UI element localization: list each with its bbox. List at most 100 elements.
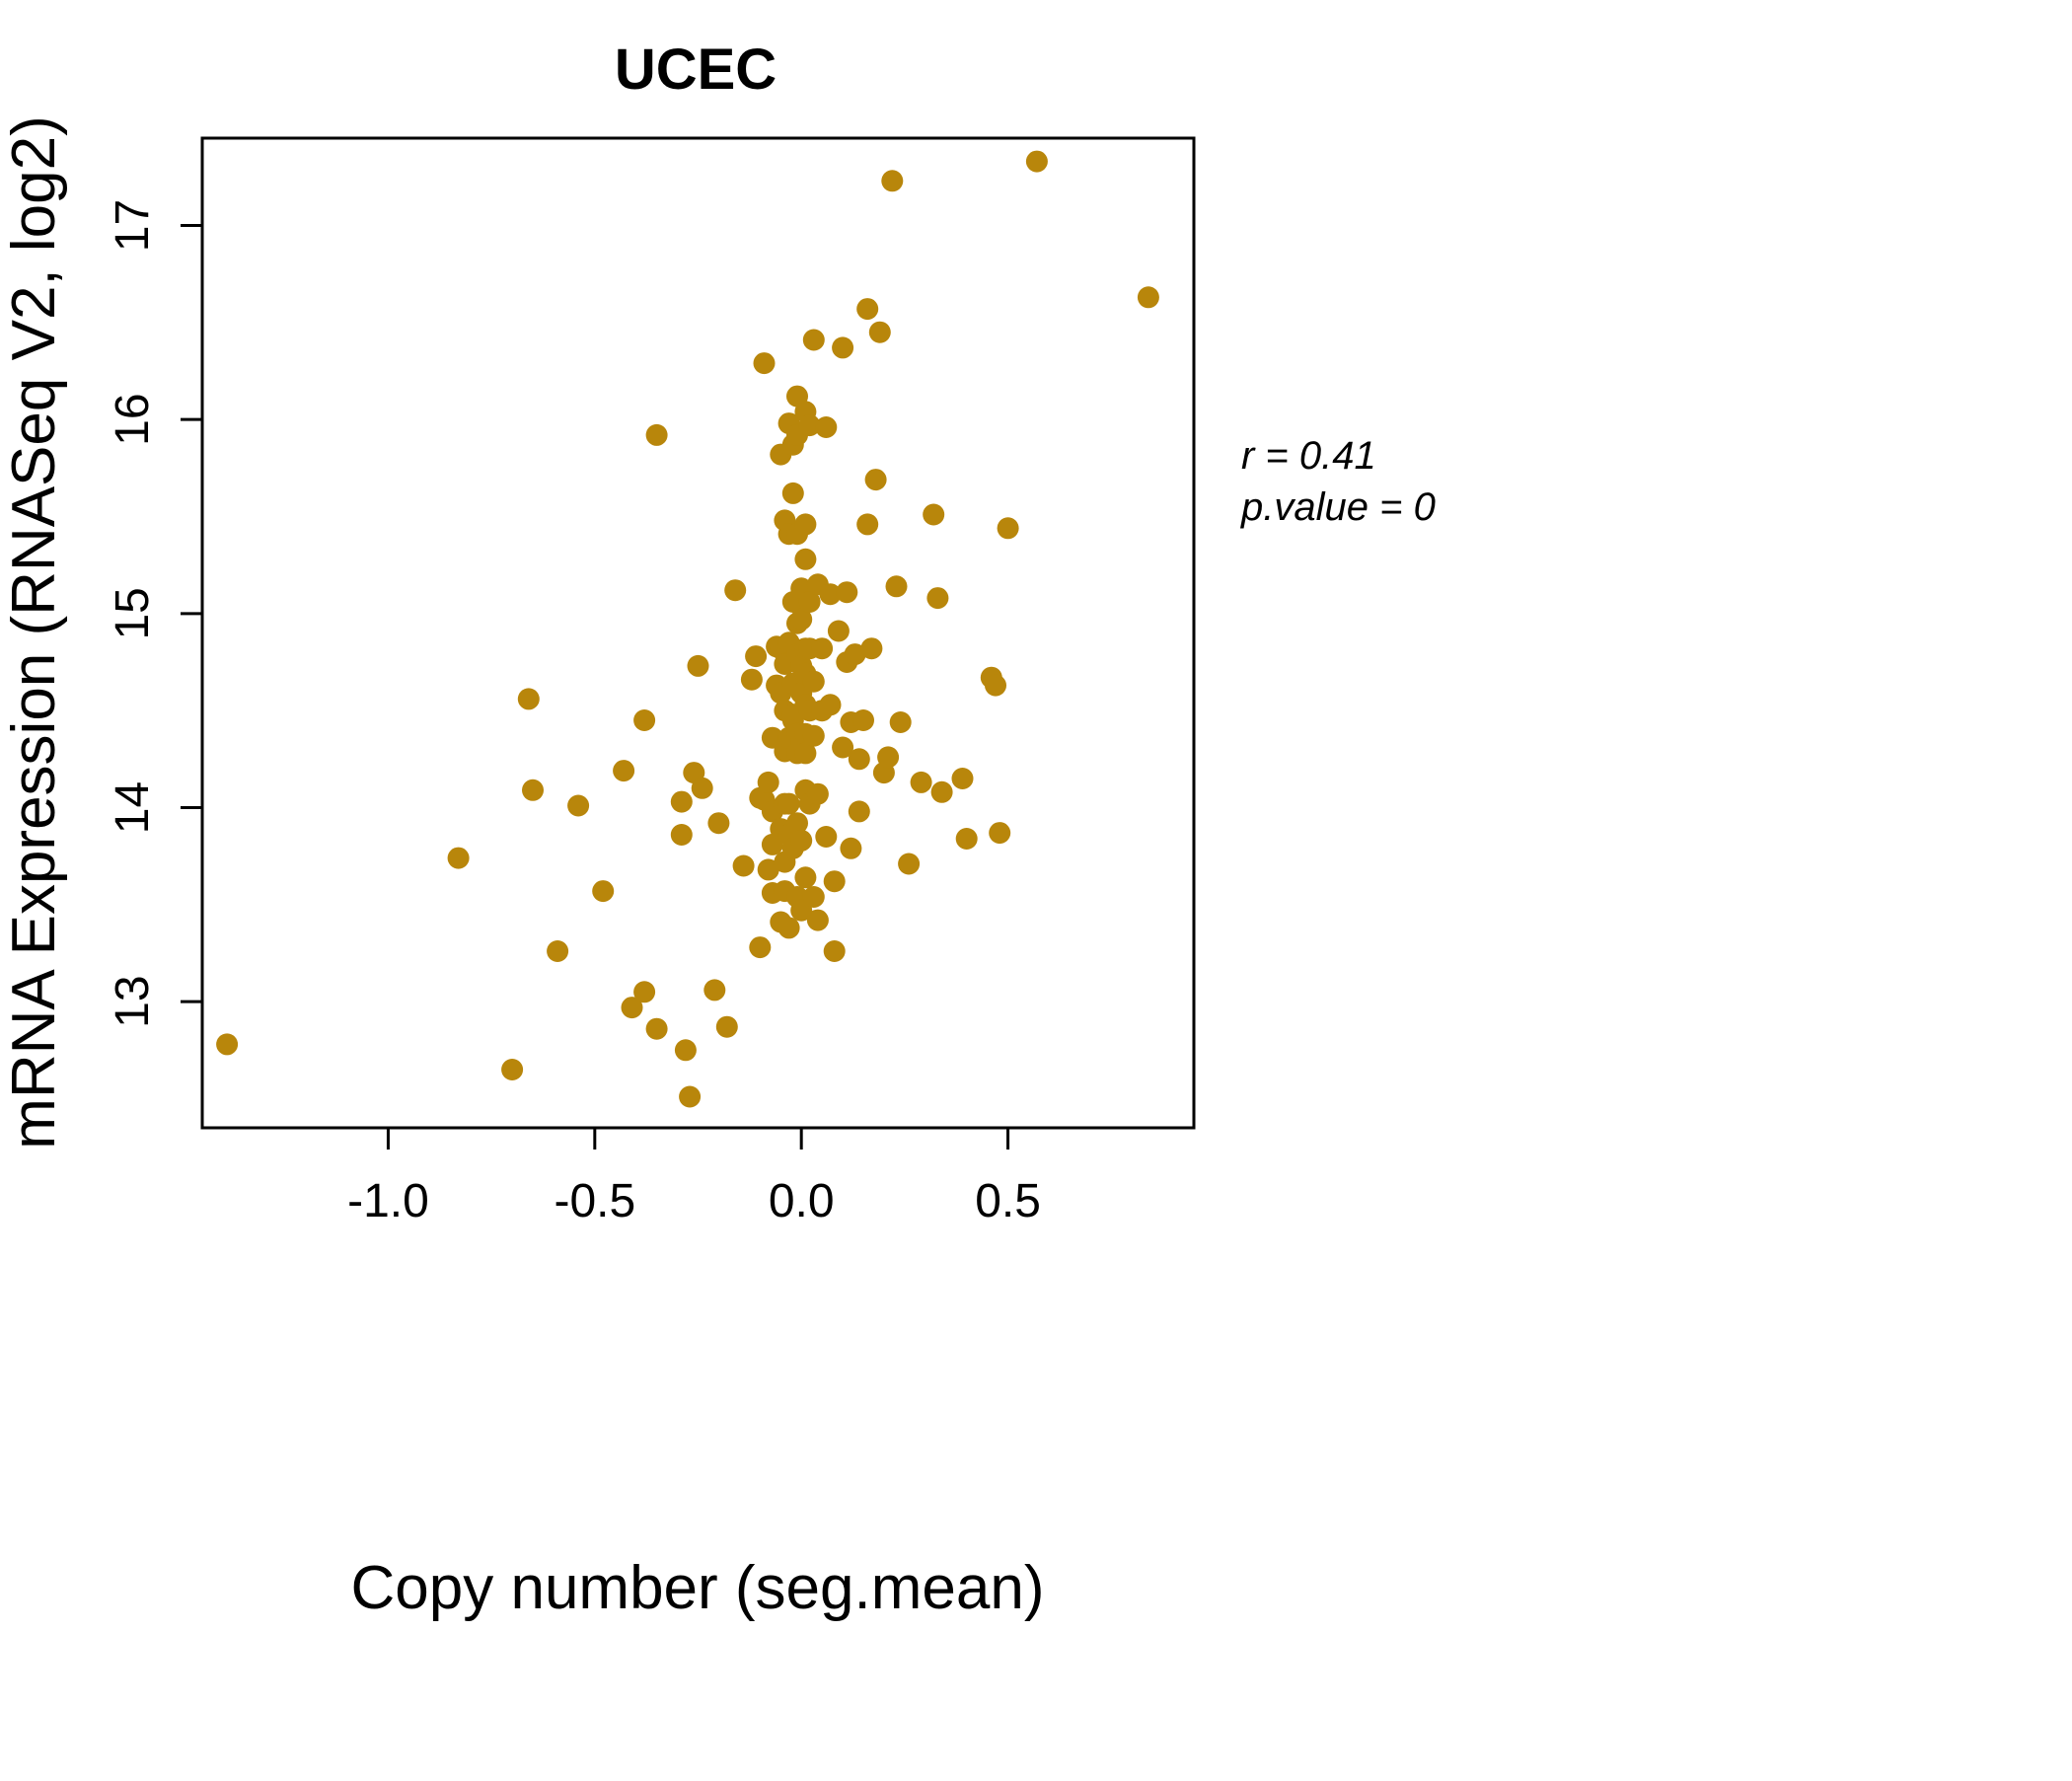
- scatter-point: [836, 581, 858, 604]
- y-axis-label: mRNA Expression (RNASeq V2, log2): [0, 115, 68, 1150]
- scatter-point: [216, 1033, 239, 1056]
- scatter-point: [794, 742, 817, 765]
- scatter-point: [877, 746, 900, 769]
- scatter-point: [832, 336, 854, 359]
- scatter-point: [645, 423, 668, 446]
- scatter-point: [997, 517, 1019, 540]
- scatter-point: [889, 711, 912, 733]
- scatter-point: [881, 170, 904, 192]
- scatter-point: [670, 790, 693, 813]
- scatter-point: [757, 771, 779, 793]
- scatter-point: [691, 777, 713, 799]
- data-points: [216, 150, 1159, 1108]
- pvalue-annotation: p.value = 0: [1240, 485, 1436, 529]
- scatter-point: [740, 668, 763, 691]
- scatter-point: [567, 794, 590, 817]
- scatter-point: [794, 513, 817, 536]
- scatter-point: [777, 792, 800, 815]
- scatter-point: [806, 782, 829, 805]
- scatter-point: [547, 940, 569, 962]
- scatter-point: [798, 591, 821, 613]
- scatter-point: [898, 853, 921, 875]
- scatter-point: [930, 780, 953, 803]
- scatter-point: [926, 587, 949, 610]
- y-tick-label: 16: [107, 393, 159, 445]
- scatter-point: [885, 575, 908, 598]
- x-tick-label: 0.0: [769, 1175, 835, 1227]
- scatter-point: [621, 997, 643, 1019]
- scatter-point: [819, 694, 842, 716]
- x-tick-label: 0.5: [975, 1175, 1041, 1227]
- scatter-point: [852, 709, 874, 731]
- scatter-point: [868, 321, 891, 343]
- x-tick-label: -0.5: [554, 1175, 635, 1227]
- scatter-point: [670, 824, 693, 846]
- scatter-point: [848, 800, 870, 823]
- scatter-point: [757, 858, 779, 881]
- scatter-point: [811, 637, 834, 660]
- x-tick-label: -1.0: [347, 1175, 429, 1227]
- scatter-point: [856, 298, 879, 321]
- scatter-point: [864, 469, 887, 491]
- scatter-point: [798, 414, 821, 437]
- scatter-point: [522, 779, 544, 801]
- scatter-point: [985, 674, 1006, 697]
- scatter-point: [732, 854, 755, 877]
- scatter-point: [724, 579, 747, 602]
- scatter-point: [844, 643, 866, 666]
- scatter-point: [802, 724, 825, 747]
- y-tick-label: 13: [107, 975, 159, 1027]
- scatter-point: [715, 1015, 738, 1038]
- correlation-annotation: r = 0.41: [1241, 434, 1376, 478]
- scatter-point: [840, 837, 862, 859]
- scatter-point: [749, 936, 772, 959]
- scatter-point: [781, 482, 804, 504]
- scatter-point: [645, 1017, 668, 1040]
- scatter-point: [794, 548, 817, 570]
- scatter-point: [777, 917, 800, 939]
- scatter-point: [447, 847, 470, 869]
- scatter-point: [802, 329, 825, 351]
- scatter-point: [819, 583, 842, 606]
- plot-frame: [200, 136, 1196, 1130]
- scatter-point: [633, 709, 656, 731]
- scatter-point: [989, 822, 1011, 845]
- scatter-point: [806, 909, 829, 931]
- scatter-point: [790, 608, 813, 631]
- y-tick-label: 17: [107, 199, 159, 252]
- x-axis-label: Copy number (seg.mean): [351, 1554, 1045, 1622]
- scatter-point: [951, 768, 974, 789]
- scatter-point: [1025, 150, 1048, 173]
- scatter-point: [815, 416, 838, 438]
- scatter-point: [745, 645, 768, 668]
- scatter-point: [815, 826, 838, 848]
- scatter-point: [802, 670, 825, 693]
- scatter-point: [687, 654, 709, 677]
- scatter-point: [613, 760, 635, 782]
- scatter-point: [707, 812, 730, 835]
- scatter-point: [786, 812, 808, 835]
- scatter-point: [910, 771, 932, 793]
- chart-title: UCEC: [615, 37, 777, 102]
- scatter-point: [753, 352, 776, 375]
- scatter-point: [703, 979, 726, 1002]
- scatter-point: [827, 620, 850, 642]
- scatter-point: [856, 513, 879, 536]
- scatter-point: [674, 1039, 697, 1062]
- scatter-point: [802, 886, 825, 908]
- scatter-point: [923, 503, 945, 526]
- scatter-point: [633, 981, 656, 1003]
- scatter-point: [955, 828, 978, 850]
- scatter-point: [794, 866, 817, 889]
- scatter-point: [832, 736, 854, 759]
- scatter-point: [790, 829, 813, 852]
- scatter-point: [679, 1085, 702, 1108]
- scatter-point: [823, 940, 846, 962]
- y-tick-label: 15: [107, 587, 159, 639]
- scatter-point: [860, 637, 883, 660]
- scatter-point: [1137, 286, 1159, 309]
- scatter-point: [823, 870, 846, 893]
- y-tick-label: 14: [107, 781, 159, 834]
